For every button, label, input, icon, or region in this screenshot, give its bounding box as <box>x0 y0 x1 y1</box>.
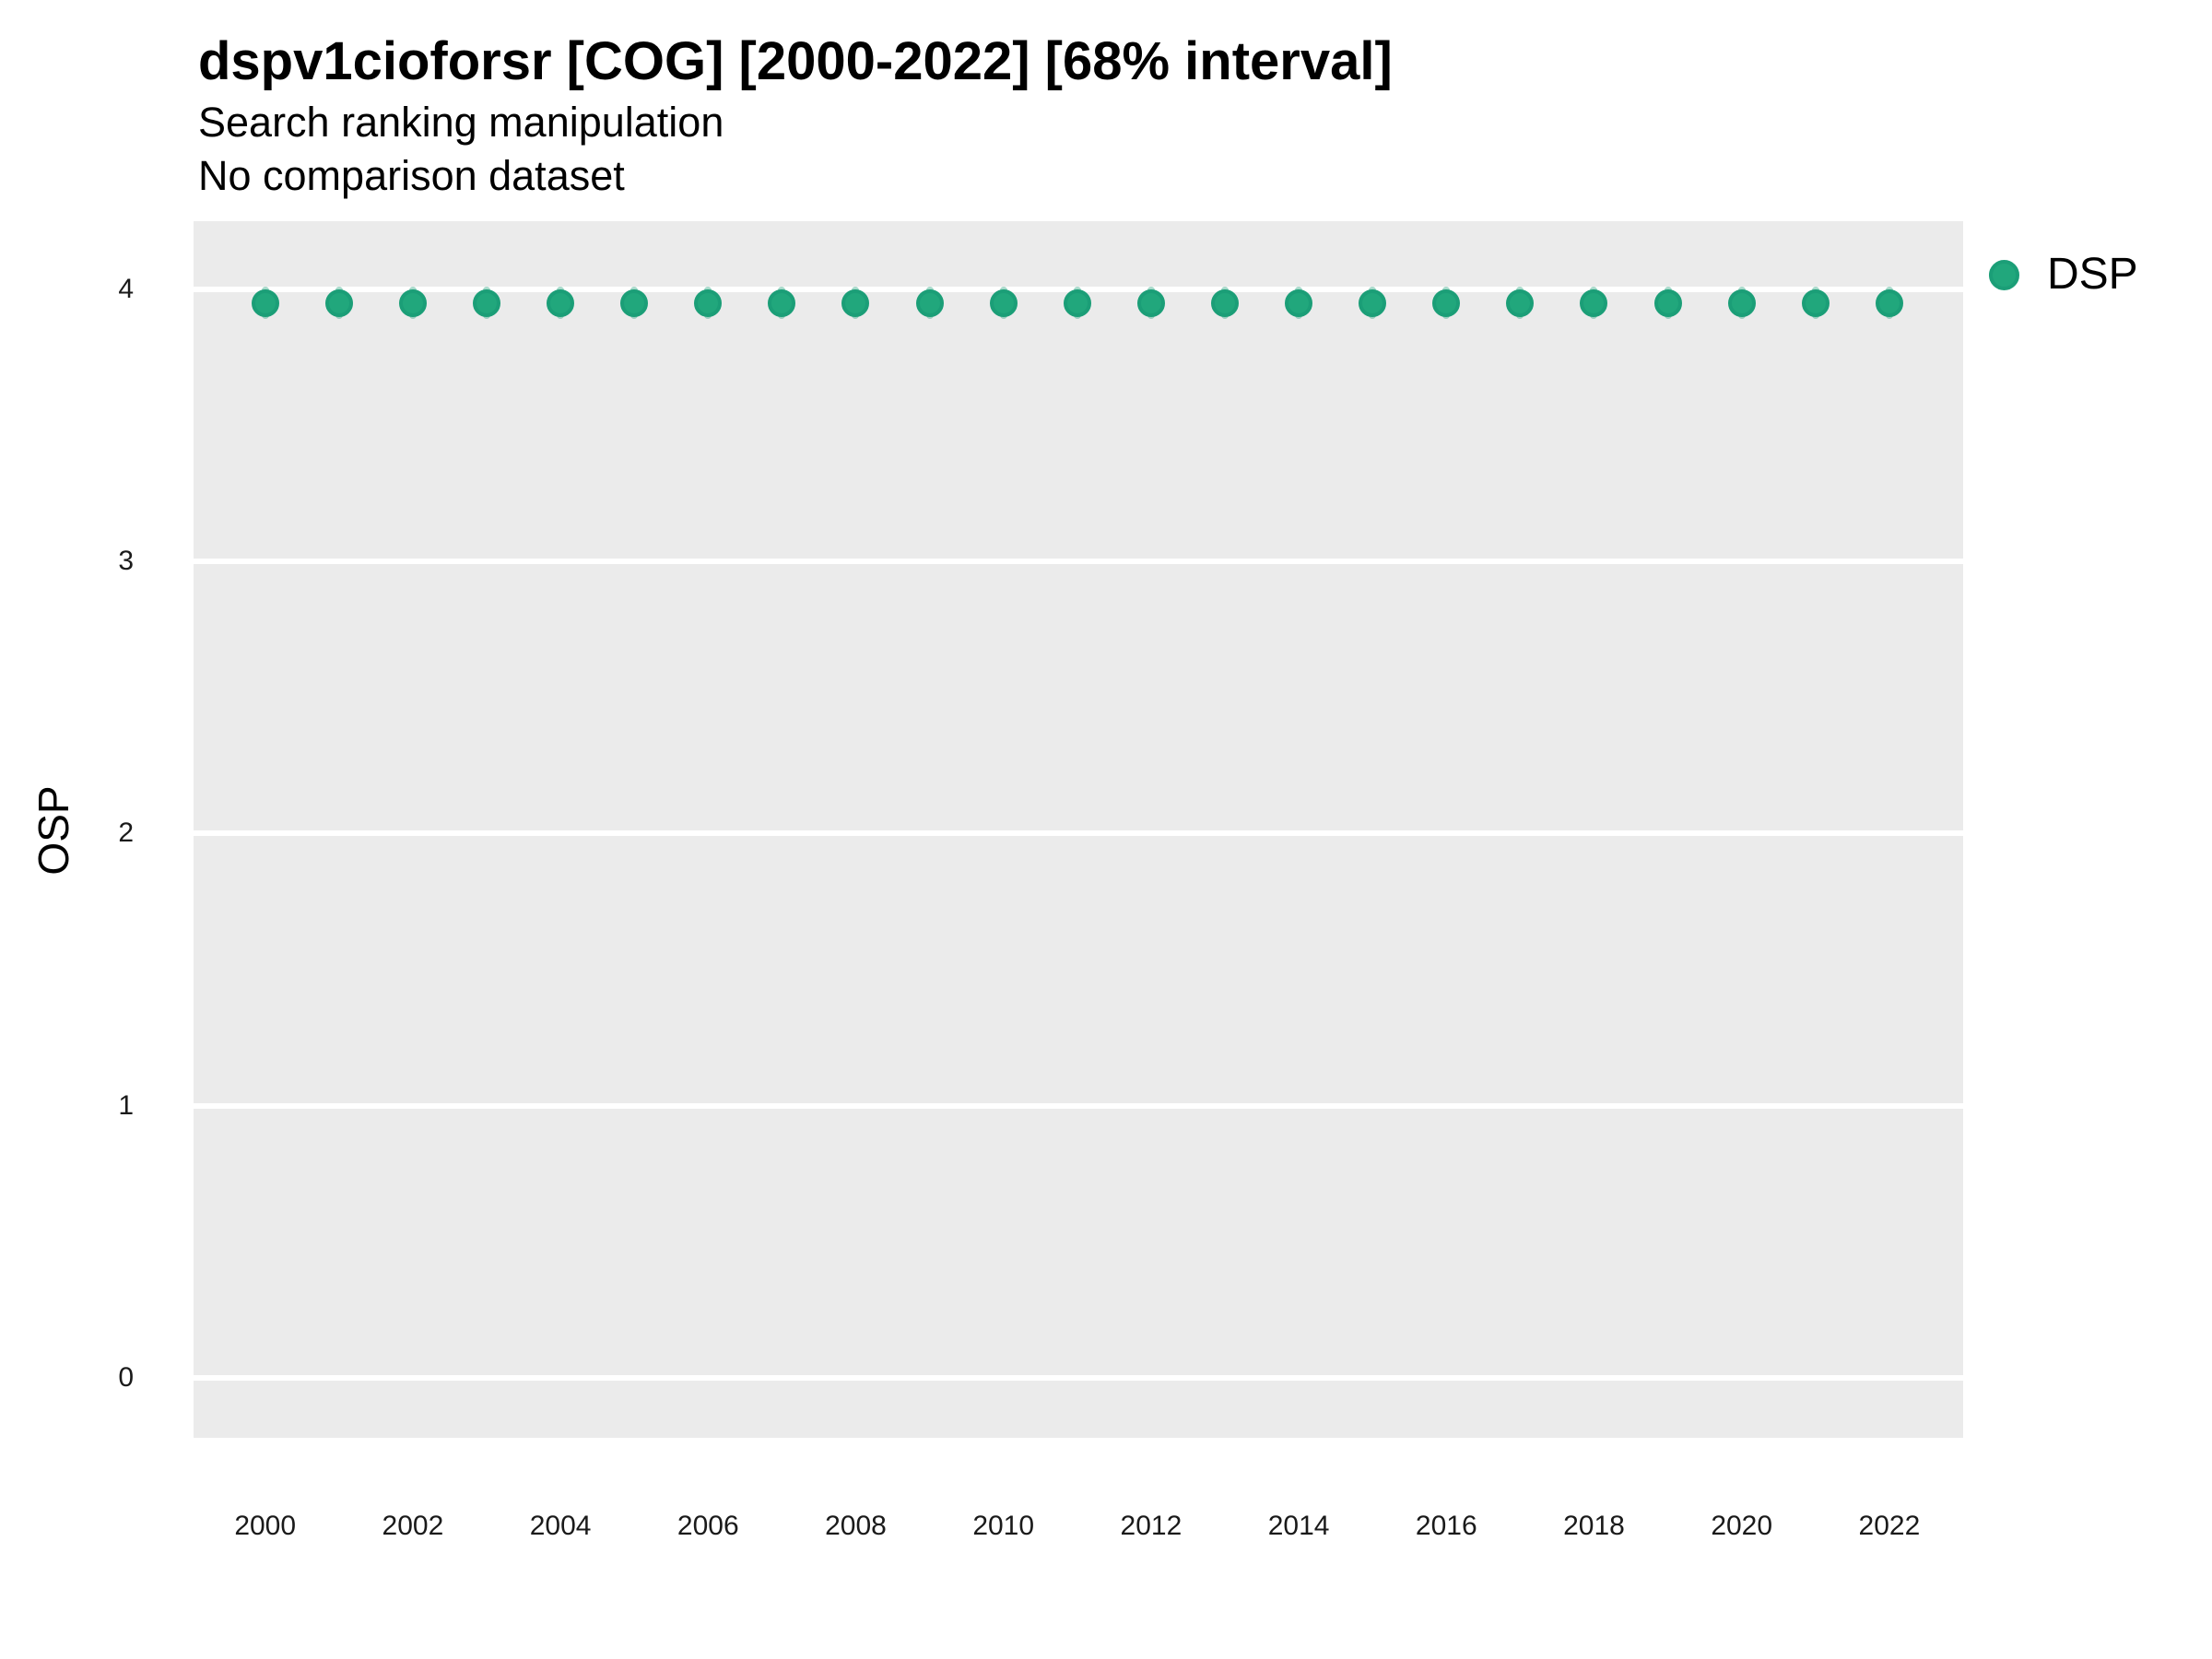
x-tick-label-2010: 2010 <box>972 1511 1035 1541</box>
data-point-dsp-2002 <box>398 288 427 317</box>
plot-panel <box>194 221 1963 1438</box>
data-point-dsp-2006 <box>694 288 723 317</box>
data-point-dsp-2008 <box>841 288 870 317</box>
data-point-dsp-2005 <box>620 288 649 317</box>
x-tick-label-2000: 2000 <box>234 1511 297 1541</box>
data-point-dsp-2010 <box>989 288 1018 317</box>
gridline-y-3 <box>194 559 1963 565</box>
data-point-dsp-2017 <box>1506 288 1535 317</box>
y-tick-label-3: 3 <box>118 546 134 577</box>
gridline-y-0 <box>194 1375 1963 1382</box>
chart-title: dspv1cioforsr [COG] [2000-2022] [68% int… <box>198 31 1393 91</box>
data-point-dsp-2021 <box>1801 288 1830 317</box>
x-tick-label-2002: 2002 <box>382 1511 444 1541</box>
data-point-dsp-2014 <box>1285 288 1313 317</box>
data-point-dsp-2016 <box>1432 288 1461 317</box>
data-point-dsp-2013 <box>1210 288 1239 317</box>
data-point-dsp-2022 <box>1875 288 1903 317</box>
data-point-dsp-2015 <box>1359 288 1387 317</box>
data-point-dsp-2004 <box>547 288 575 317</box>
x-tick-label-2022: 2022 <box>1858 1511 1921 1541</box>
x-tick-label-2016: 2016 <box>1415 1511 1477 1541</box>
x-tick-label-2006: 2006 <box>677 1511 739 1541</box>
data-point-dsp-2009 <box>915 288 944 317</box>
chart-note: No comparison dataset <box>198 152 625 199</box>
x-tick-label-2014: 2014 <box>1267 1511 1330 1541</box>
y-tick-label-1: 1 <box>118 1089 134 1121</box>
data-point-dsp-2019 <box>1653 288 1682 317</box>
gridline-y-1 <box>194 1102 1963 1109</box>
y-tick-label-4: 4 <box>118 273 134 304</box>
data-point-dsp-2007 <box>768 288 796 317</box>
x-tick-label-2018: 2018 <box>1563 1511 1625 1541</box>
data-point-dsp-2012 <box>1136 288 1165 317</box>
chart-subtitle: Search ranking manipulation <box>198 99 724 146</box>
gridline-y-2 <box>194 830 1963 837</box>
legend-label-dsp: DSP <box>2047 250 2138 299</box>
data-point-dsp-2000 <box>251 288 279 317</box>
legend-point-swatch-icon <box>1989 259 2019 290</box>
y-tick-label-2: 2 <box>118 818 134 849</box>
y-tick-label-0: 0 <box>118 1362 134 1394</box>
data-point-dsp-2011 <box>1063 288 1091 317</box>
x-tick-label-2020: 2020 <box>1711 1511 1773 1541</box>
x-tick-label-2012: 2012 <box>1120 1511 1182 1541</box>
legend: DSP <box>1989 251 2138 299</box>
x-tick-label-2008: 2008 <box>825 1511 887 1541</box>
data-point-dsp-2001 <box>324 288 353 317</box>
data-point-dsp-2020 <box>1727 288 1756 317</box>
data-point-dsp-2003 <box>472 288 500 317</box>
data-point-dsp-2018 <box>1580 288 1608 317</box>
x-tick-label-2004: 2004 <box>529 1511 592 1541</box>
